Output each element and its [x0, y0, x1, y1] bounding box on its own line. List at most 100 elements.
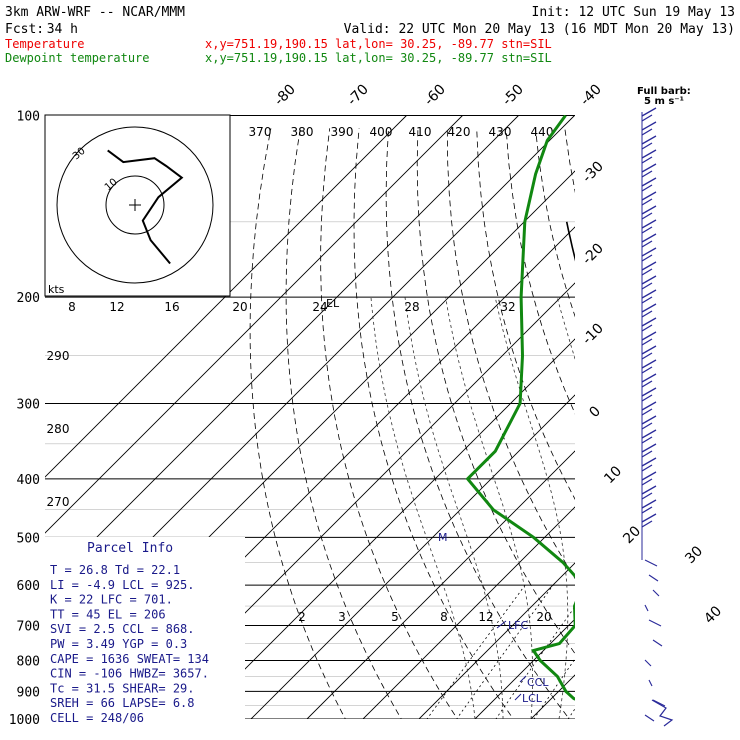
dry-adiabat-line — [249, 128, 346, 719]
dry-adiabat-line — [682, 128, 740, 732]
lcl-marker: LCL — [514, 692, 543, 705]
wind-barb-flag — [641, 240, 653, 248]
moist-adiabat-line — [404, 297, 504, 719]
upper-scale-label: 16 — [164, 300, 179, 314]
wind-barb-flag — [641, 121, 657, 131]
temperature-location: x,y=751.19,190.15 lat,lon= 30.25, -89.77… — [205, 37, 552, 51]
wind-barb-flag — [641, 156, 653, 164]
mixing-ratio-label: 12 — [478, 610, 493, 624]
dry-adiabat-line — [653, 128, 740, 732]
isotherm-label: 40 — [701, 603, 725, 627]
pressure-axis: 100 200 300 400 500 600 700 800 900 1000 — [9, 110, 40, 729]
pressure-tick-label: 200 — [17, 291, 40, 306]
parcel-info-row: CIN = -106 HWBZ= 3657. — [50, 667, 209, 681]
barb-legend-units: 5 m s⁻¹ — [644, 96, 684, 107]
wind-barb-flag — [641, 135, 657, 145]
el-marker: EL — [326, 297, 340, 310]
wind-barb-flag — [641, 177, 657, 187]
theta-label: 440 — [531, 125, 554, 139]
isotherm-line — [45, 115, 519, 590]
pressure-tick-label: 400 — [17, 473, 40, 488]
isotherm-label: -20 — [579, 240, 606, 267]
wind-barb-flag — [641, 380, 653, 388]
parcel-info-row: SVI = 2.5 CCL = 868. — [50, 622, 195, 636]
wind-barb-flag — [641, 359, 657, 369]
pressure-tick-label: 700 — [17, 620, 40, 635]
theta-labels: 370 380 390 400 410 420 430 440 290 280 270 8 12 16 20… — [47, 125, 554, 624]
wind-barb-flag — [641, 226, 653, 234]
upper-scale-label: 12 — [109, 300, 124, 314]
lfc-marker: LFC — [496, 619, 528, 632]
upper-scale-label: 32 — [500, 300, 515, 314]
wind-barb-flag — [641, 107, 657, 117]
mixing-ratio-label: 20 — [536, 610, 551, 624]
wind-barb-low — [648, 574, 659, 582]
mixing-ratio-label: 3 — [338, 610, 346, 624]
m-marker: M — [438, 531, 448, 544]
wind-barb-flag — [641, 289, 657, 299]
wind-barb-flag — [641, 366, 653, 374]
wind-barb-flag — [641, 443, 657, 453]
wind-barb-low — [644, 559, 658, 567]
theta-lower-label: 270 — [47, 495, 70, 509]
wind-barb-flag — [641, 401, 657, 411]
wind-barb-flag — [641, 394, 653, 402]
wind-barb-flag — [641, 338, 653, 346]
wind-barb-flag — [641, 212, 653, 220]
wind-barb-flag — [641, 450, 653, 458]
pressure-tick-label: 500 — [17, 531, 40, 546]
wind-barb-low — [644, 714, 655, 722]
wind-barb-flag — [641, 436, 653, 444]
dry-adiabat-line — [712, 128, 740, 732]
dry-adiabat-line — [320, 128, 458, 719]
parcel-info-title: Parcel Info — [87, 541, 173, 556]
dry-adiabat-line — [446, 128, 575, 580]
wind-barb-flag — [641, 205, 657, 215]
wind-barb-flag — [641, 408, 653, 416]
theta-label: 390 — [331, 125, 354, 139]
theta-label: 380 — [291, 125, 314, 139]
isotherm-label: 20 — [620, 523, 644, 547]
wind-barb-flag — [641, 352, 653, 360]
wind-barb-flag — [641, 324, 653, 332]
isotherm-label: 30 — [682, 543, 706, 567]
wind-barb-flag — [641, 275, 657, 285]
isotherm-line — [362, 506, 575, 719]
isotherm-label: -10 — [579, 320, 606, 347]
pressure-tick-label: 600 — [17, 579, 40, 594]
upper-scale-label: 8 — [68, 300, 76, 314]
dry-adiabat-line — [476, 128, 575, 500]
dewpoint-label: Dewpoint temperature — [5, 51, 150, 65]
wind-barb-flag — [641, 149, 657, 159]
theta-lower-label: 280 — [47, 422, 70, 436]
parcel-info-box: Parcel Info T = 26.8 Td = 22.1LI = -4.9 … — [45, 537, 245, 725]
wind-barb-flag — [641, 506, 653, 514]
hodograph-kts-label: kts — [48, 283, 65, 296]
wind-barb-flag — [641, 170, 653, 178]
wind-barb-low — [652, 589, 660, 597]
parcel-info-row: CELL = 248/06 — [50, 711, 144, 725]
wind-barb-flag — [641, 219, 657, 229]
mixing-ratio-label: 5 — [391, 610, 399, 624]
init-time: Init: 12 UTC Sun 19 May 13 — [532, 5, 736, 20]
isotherm-line — [587, 116, 740, 720]
isotherm-label: -70 — [344, 81, 371, 108]
wind-barb-flag — [641, 373, 657, 383]
upper-scale-label: 24 — [312, 300, 327, 314]
wind-barb-flag — [641, 345, 657, 355]
hodograph: kts 10 30 — [44, 114, 231, 297]
fcst-label: Fcst: — [5, 22, 44, 37]
wind-barb-flag — [641, 513, 657, 523]
wind-barb-low — [648, 679, 653, 687]
wind-barb-flag — [641, 163, 657, 173]
pressure-tick-label: 900 — [17, 685, 40, 700]
isotherm-label: -30 — [579, 158, 606, 185]
wind-barb-flag — [641, 317, 657, 327]
pressure-tick-label: 800 — [17, 655, 40, 670]
lfc-label: LFC — [508, 619, 528, 632]
parcel-info-row: PW = 3.49 YGP = 0.3 — [50, 637, 187, 651]
lcl-label: LCL — [522, 692, 543, 705]
barb-legend-title: Full barb: — [637, 86, 691, 97]
fcst-value: 34 h — [47, 22, 78, 37]
grid-layer — [45, 115, 740, 732]
